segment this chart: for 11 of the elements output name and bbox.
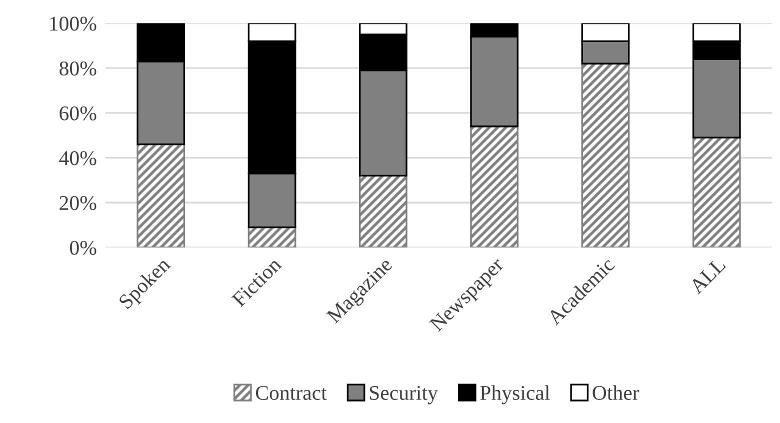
y-tick-label: 0% [70,240,96,255]
y-tick-label: 20% [60,196,96,210]
legend-label: Other [592,385,640,400]
legend-label: Physical [480,385,550,404]
y-tick-label: 100% [50,16,96,31]
y-tick-label: 40% [59,151,96,166]
legend-label: Security [370,386,438,404]
y-tick-label: 60% [60,106,96,120]
x-tick-label: ALL [688,257,726,294]
y-tick-label: 80% [60,61,96,76]
legend-label: Contract [256,386,327,400]
